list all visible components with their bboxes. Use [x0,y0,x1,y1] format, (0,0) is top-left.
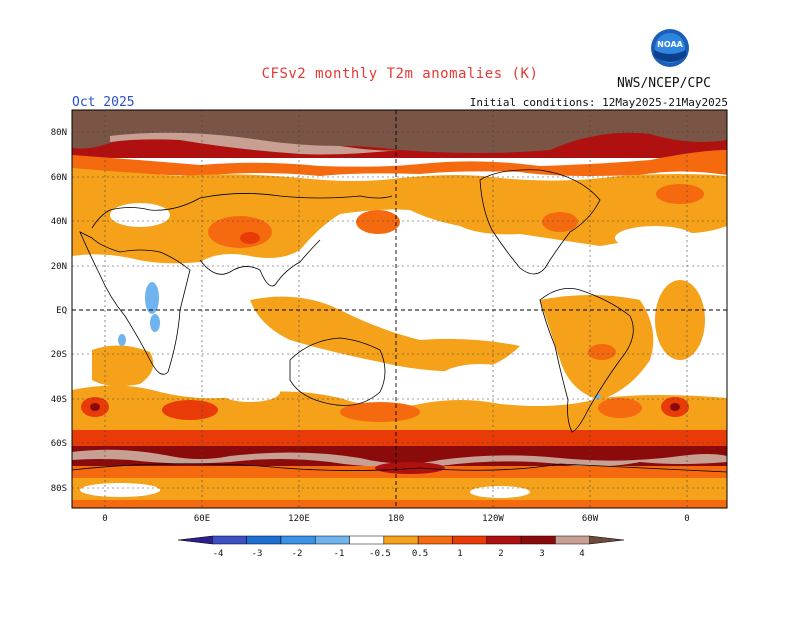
svg-text:NOAA: NOAA [657,40,683,49]
lat-label: 40S [51,395,67,405]
lon-label: 0 [102,514,107,524]
lat-label: 60S [51,439,67,449]
colorbar-tick-label: 4 [579,549,584,559]
lat-label: EQ [56,306,67,316]
anomaly-map [72,110,727,508]
lat-label: 20S [51,350,67,360]
colorbar-segment [486,535,522,545]
colorbar [177,535,625,545]
lon-label: 120E [288,514,310,524]
colorbar-segment [246,535,282,545]
lon-label: 120W [482,514,504,524]
colorbar-segment [280,535,316,545]
colorbar-segment [589,535,625,545]
colorbar-segment [555,535,590,545]
agency-label: NWS/NCEP/CPC [617,76,711,91]
coastlines [72,169,727,473]
colorbar-labels: -4 -3 -2 -1 -0.5 0.5 1 2 3 4 [213,549,585,559]
colorbar-segment [177,535,213,545]
lat-lon-grid [72,110,727,508]
noaa-logo-icon: NOAA [651,29,689,67]
colorbar-segment [452,535,488,545]
colorbar-tick-label: -1 [334,549,345,559]
colorbar-segment [349,535,385,545]
lat-label: 20N [51,262,67,272]
colorbar-segment [383,535,419,545]
map-frame [71,109,728,509]
lat-label: 80N [51,128,67,138]
colorbar-segment [314,535,350,545]
colorbar-tick-label: -0.5 [369,549,391,559]
colorbar-tick-label: -4 [213,549,224,559]
colorbar-tick-label: -2 [292,549,303,559]
lon-label: 60E [194,514,210,524]
colorbar-tick-label: 3 [539,549,544,559]
colorbar-tick-label: 1 [457,549,462,559]
lat-label: 60N [51,173,67,183]
chart-title: CFSv2 monthly T2m anomalies (K) [261,66,539,82]
lon-label: 180 [388,514,404,524]
lon-label: 0 [684,514,689,524]
colorbar-segment [417,535,453,545]
lat-label: 80S [51,484,67,494]
forecast-month: Oct 2025 [72,95,135,110]
latitude-labels: 80N 60N 40N 20N EQ 20S 40S 60S 80S [51,128,67,494]
colorbar-tick-label: -3 [252,549,263,559]
colorbar-segment [520,535,556,545]
colorbar-segment [212,535,247,545]
longitude-labels: 0 60E 120E 180 120W 60W 0 [102,514,689,524]
colorbar-tick-label: 0.5 [412,549,428,559]
colorbar-tick-label: 2 [498,549,503,559]
lon-label: 60W [582,514,599,524]
initial-conditions: Initial conditions: 12May2025-21May2025 [469,96,728,109]
lat-label: 40N [51,217,67,227]
